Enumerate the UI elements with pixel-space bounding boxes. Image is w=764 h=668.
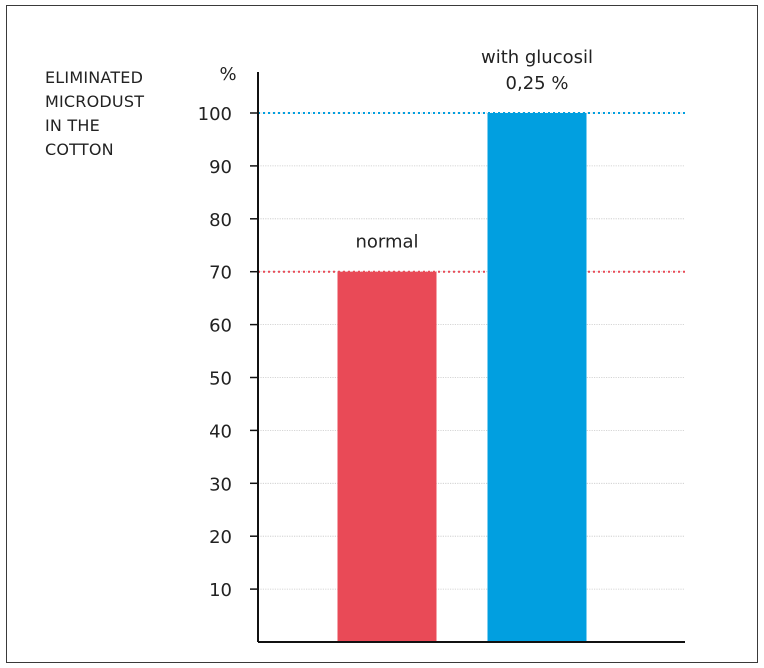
y-tick-label: 90 bbox=[209, 157, 232, 178]
y-tick-label: 10 bbox=[209, 580, 232, 601]
category-label: with glucosil bbox=[481, 47, 593, 68]
grid-lines bbox=[250, 112, 685, 590]
y-tick-label: 30 bbox=[209, 474, 232, 495]
y-tick-label: 100 bbox=[198, 104, 232, 125]
side-label-line: COTTON bbox=[45, 140, 114, 159]
category-labels: normal with glucosil 0,25 % bbox=[355, 47, 593, 253]
y-tick-label: 70 bbox=[209, 263, 232, 284]
category-label: 0,25 % bbox=[506, 73, 569, 94]
bars bbox=[337, 113, 587, 642]
y-tick-label: 20 bbox=[209, 527, 232, 548]
side-label-line: IN THE bbox=[45, 116, 100, 135]
bar bbox=[337, 271, 437, 642]
y-axis-unit-label: % bbox=[219, 64, 236, 85]
side-label-line: ELIMINATED bbox=[45, 68, 144, 87]
y-tick-label: 40 bbox=[209, 421, 232, 442]
chart-frame bbox=[6, 5, 758, 663]
y-tick-label: 50 bbox=[209, 369, 232, 390]
category-label: normal bbox=[355, 232, 418, 253]
side-label: ELIMINATED MICRODUST IN THE COTTON bbox=[45, 66, 144, 162]
y-tick-label: 80 bbox=[209, 210, 232, 231]
bar bbox=[487, 113, 587, 642]
y-tick-label: 60 bbox=[209, 316, 232, 337]
side-label-line: MICRODUST bbox=[45, 92, 145, 111]
y-tick-labels: 10 20 30 40 50 60 70 80 90 100 bbox=[198, 104, 232, 601]
axes bbox=[257, 72, 685, 643]
reference-lines bbox=[258, 112, 685, 273]
